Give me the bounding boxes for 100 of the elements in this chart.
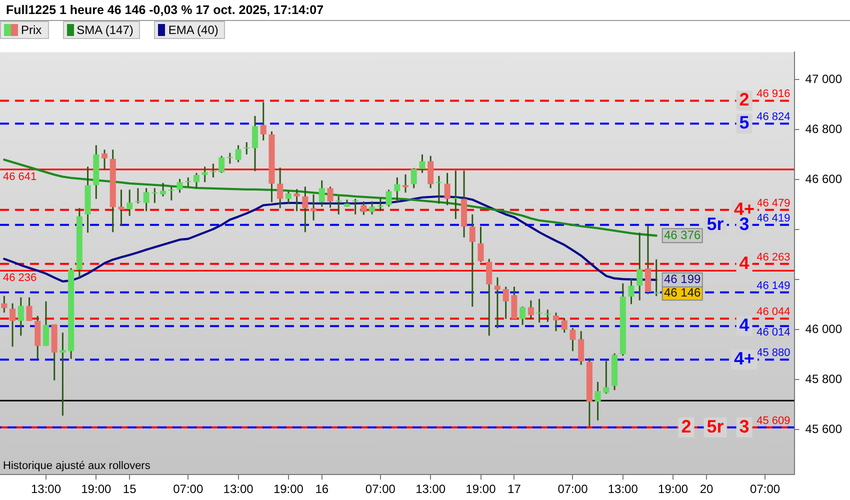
candlestick — [210, 162, 216, 178]
data-label: 46 376 — [664, 228, 702, 242]
candlestick — [494, 276, 500, 329]
candlestick — [126, 188, 133, 217]
x-tick-label: 13:00 — [416, 482, 446, 496]
ref-line-label: 46 824 — [756, 111, 790, 124]
candlestick — [578, 330, 584, 366]
y-tick-label: 46 600 — [805, 172, 842, 186]
annotation: 4+ — [734, 348, 755, 369]
y-tick-label: 45 800 — [805, 372, 842, 386]
ref-line-label: 46 044 — [756, 306, 790, 318]
candlestick — [528, 300, 534, 320]
candlestick — [285, 190, 292, 204]
candlestick — [118, 188, 124, 226]
candlestick — [302, 186, 308, 233]
candlestick — [561, 317, 568, 334]
candlestick — [134, 187, 141, 204]
annotation: 2 — [739, 90, 750, 110]
x-tick-label: 15 — [122, 482, 137, 496]
candlestick — [436, 175, 442, 204]
candlestick — [318, 180, 325, 208]
x-tick-label: 07:00 — [173, 482, 204, 496]
legend-label: Prix — [21, 23, 42, 37]
candlestick — [653, 258, 660, 297]
candlestick — [176, 178, 183, 194]
candlestick — [1, 295, 8, 314]
y-tick-label: 45 600 — [805, 422, 842, 436]
annotation: 5r — [706, 416, 724, 436]
candlestick — [511, 286, 518, 320]
x-tick-label: 07:00 — [558, 482, 588, 496]
x-tick-label: 20 — [700, 482, 714, 496]
candlestick — [377, 198, 384, 212]
x-tick-label: 13:00 — [223, 482, 254, 496]
candlestick — [252, 115, 258, 172]
candlestick — [193, 172, 200, 189]
x-tick-label: 19:00 — [466, 482, 496, 496]
candlestick — [336, 196, 342, 216]
candlestick — [428, 155, 434, 189]
ref-line-label: 45 609 — [756, 414, 790, 427]
x-tick-label: 17 — [508, 482, 522, 496]
candlestick — [152, 187, 158, 204]
annotation: 5r — [706, 214, 724, 234]
candlestick — [277, 166, 284, 209]
candlestick — [310, 194, 317, 222]
candlestick — [410, 167, 417, 189]
candlestick — [486, 258, 492, 336]
candlestick — [570, 327, 576, 352]
candlestick — [202, 166, 208, 183]
ref-line-label: 46 263 — [756, 251, 790, 264]
x-tick-label: 07:00 — [750, 482, 780, 496]
text: 46 146 — [664, 285, 701, 300]
annotation: 3 — [739, 214, 750, 234]
candlestick — [160, 182, 166, 198]
candlestick — [452, 170, 459, 220]
legend-label: EMA (40) — [168, 23, 218, 37]
candlestick — [594, 381, 601, 422]
ref-line-label: 45 880 — [756, 347, 790, 360]
data-label: 46 199 — [664, 272, 702, 286]
annotation: 2 — [681, 416, 692, 436]
ref-line-label: 46 014 — [756, 326, 790, 339]
candlestick — [478, 226, 484, 263]
candlestick — [327, 186, 334, 208]
ref-line-label: 46 149 — [756, 280, 790, 292]
candlestick — [235, 144, 242, 163]
candlestick — [18, 296, 24, 336]
candlestick — [553, 312, 560, 332]
annotation: 4+ — [734, 198, 755, 219]
candlestick — [294, 188, 300, 212]
candlestick — [520, 306, 526, 326]
candlestick — [469, 214, 476, 308]
x-tick-label: 13:00 — [608, 482, 638, 496]
candlestick — [394, 176, 400, 203]
candlestick — [102, 148, 108, 170]
y-tick-label: 46 800 — [805, 122, 842, 136]
x-tick-label: 19:00 — [81, 482, 112, 496]
annotation: 4 — [739, 252, 750, 273]
annotation: 4 — [739, 315, 750, 336]
candlestick — [628, 278, 634, 305]
candlestick — [244, 141, 250, 156]
candlestick — [644, 225, 651, 295]
candlestick — [260, 101, 266, 142]
candlestick — [636, 232, 643, 302]
candlestick — [369, 200, 376, 216]
annotation: 5 — [739, 112, 750, 133]
candlestick — [402, 174, 409, 194]
ref-line-label: 46 479 — [756, 197, 790, 210]
x-tick-label: 19:00 — [273, 482, 304, 496]
candlestick — [226, 152, 233, 164]
candlestick — [603, 360, 610, 394]
x-tick-label: 19:00 — [658, 482, 688, 496]
annotation: Historique ajusté aux rollovers — [3, 460, 151, 472]
ref-line-label: 46 236 — [3, 272, 37, 284]
candlestick — [10, 302, 16, 348]
x-tick-label: 16 — [315, 482, 329, 496]
candlestick — [42, 300, 49, 347]
chart-title: Full1225 1 heure 46 146 -0,03 % 17 oct. 2025, 17:14:07 — [0, 0, 850, 21]
y-tick-label: 46 000 — [805, 322, 842, 336]
candlestick — [544, 308, 551, 323]
x-tick-label: 07:00 — [365, 482, 396, 496]
y-tick-label: 47 000 — [805, 72, 842, 86]
